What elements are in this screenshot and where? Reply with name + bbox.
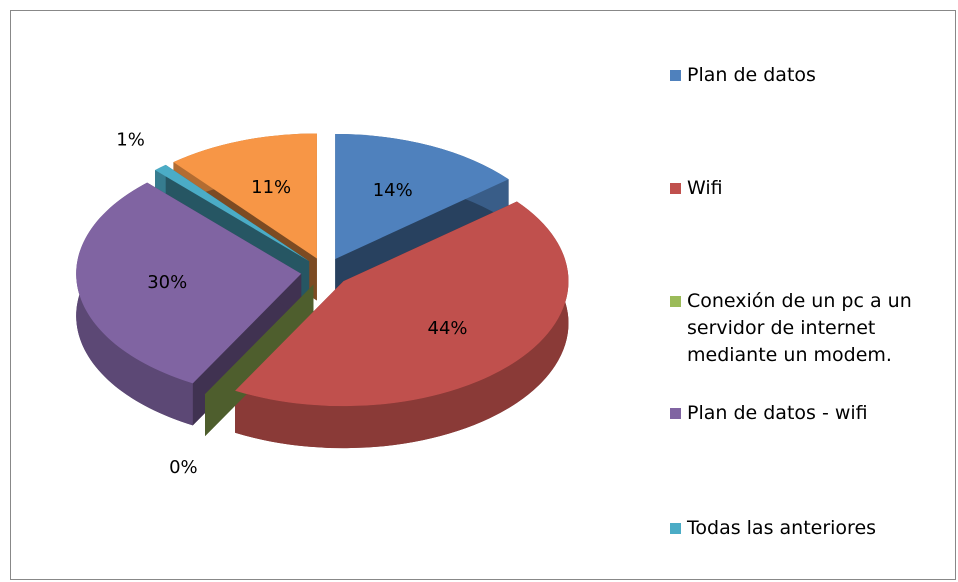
legend-label: Wifi	[687, 177, 723, 199]
legend-label: Conexión de un pc a un servidor de inter…	[687, 290, 912, 366]
slice	[76, 182, 302, 384]
slice-side	[235, 201, 569, 449]
legend-swatch	[670, 183, 681, 194]
slice	[235, 201, 569, 407]
legend-swatch	[670, 408, 681, 419]
slice-wall	[205, 284, 314, 437]
legend-label: Todas las anteriores	[687, 517, 877, 539]
data-label: 44%	[428, 318, 468, 339]
slice	[155, 164, 310, 262]
legend-item: Plan de datos	[670, 62, 940, 89]
legend-swatch	[670, 523, 681, 534]
data-label: 30%	[147, 272, 187, 293]
data-label: 0%	[169, 457, 198, 478]
slice	[335, 133, 509, 259]
legend-item: Conexión de un pc a un servidor de inter…	[670, 288, 940, 369]
legend-item: Plan de datos - wifi	[670, 400, 940, 427]
legend-label: Plan de datos	[687, 64, 816, 86]
data-label: 14%	[373, 180, 413, 201]
legend-item: Todas las anteriores	[670, 515, 940, 542]
data-label: 11%	[251, 177, 291, 198]
data-label: 1%	[116, 130, 145, 151]
chart-frame	[10, 10, 956, 580]
legend-item: Wifi	[670, 175, 940, 202]
slice	[205, 284, 314, 395]
legend-swatch	[670, 296, 681, 307]
legend-label: Plan de datos - wifi	[687, 402, 868, 424]
legend-swatch	[670, 70, 681, 81]
slice	[173, 133, 317, 259]
